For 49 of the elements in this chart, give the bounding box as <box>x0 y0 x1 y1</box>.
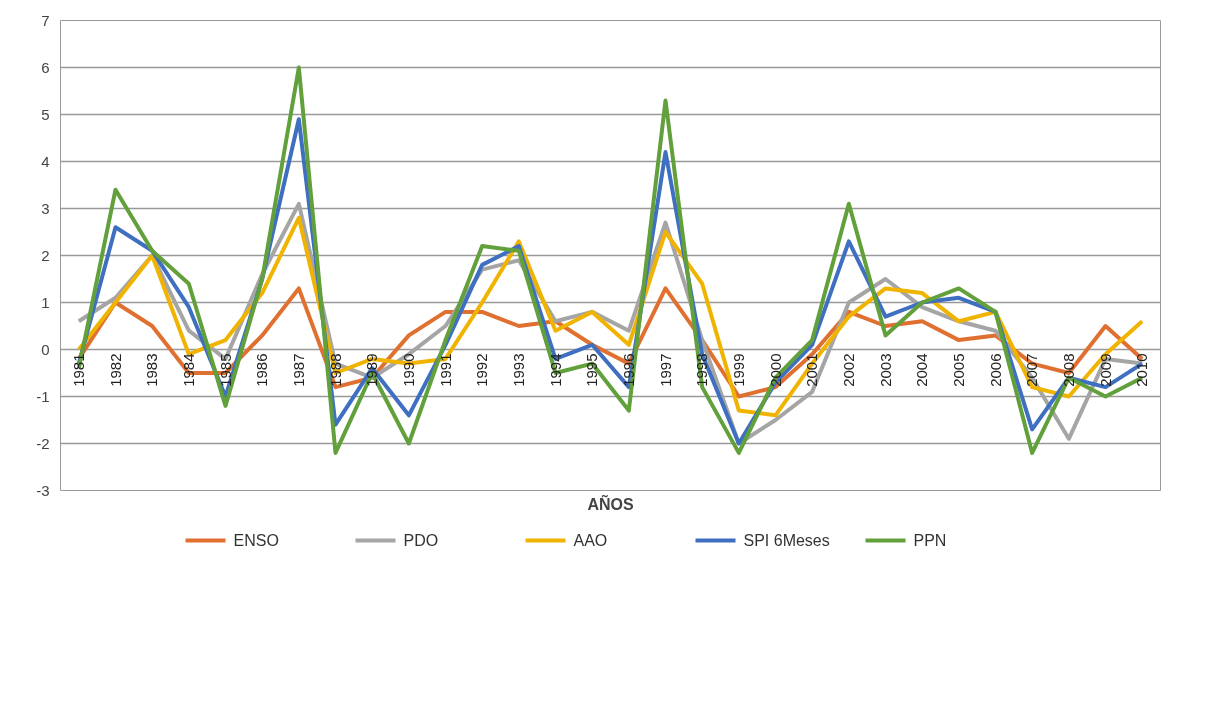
x-tick-label: 1990 <box>399 353 417 387</box>
y-tick-label: -3 <box>36 481 50 499</box>
x-tick-label: 2006 <box>986 353 1004 387</box>
x-tick-label: 1985 <box>216 353 234 387</box>
x-tick-label: 1992 <box>473 353 491 387</box>
x-tick-label: 2009 <box>1096 353 1114 387</box>
y-tick-label: 6 <box>41 58 50 76</box>
legend-label: AAO <box>573 532 608 549</box>
x-tick-label: 2000 <box>766 353 784 387</box>
legend-label: ENSO <box>233 532 279 549</box>
x-axis-title: AÑOS <box>587 493 634 513</box>
line-series <box>76 215 1145 418</box>
x-tick-label: 1995 <box>583 353 601 387</box>
x-tick-label: 1981 <box>69 353 87 387</box>
legend-label: PPN <box>913 532 947 549</box>
x-tick-label: 2007 <box>1023 353 1041 387</box>
x-tick-label: 2001 <box>803 353 821 387</box>
y-tick-label: -1 <box>36 387 50 405</box>
x-tick-label: 2010 <box>1133 353 1151 387</box>
y-tick-label: 2 <box>41 246 50 264</box>
x-tick-label: 1991 <box>436 353 454 387</box>
y-tick-label: 3 <box>41 199 50 217</box>
legend-label: PDO <box>403 532 439 549</box>
x-tick-label: 1986 <box>253 353 271 387</box>
x-tick-label: 1993 <box>509 353 527 387</box>
legend-label: SPI 6Meses <box>743 532 830 549</box>
y-tick-label: 4 <box>41 152 50 170</box>
x-tick-label: 1996 <box>619 353 637 387</box>
y-tick-label: -2 <box>36 434 50 452</box>
x-tick-label: 1982 <box>106 353 124 387</box>
x-tick-label: 1983 <box>143 353 161 387</box>
x-tick-label: 1987 <box>289 353 307 387</box>
x-tick-label: 1994 <box>546 353 564 387</box>
x-tick-label: 1998 <box>693 353 711 387</box>
line-series <box>76 65 1145 455</box>
y-tick-label: 1 <box>41 293 50 311</box>
x-tick-label: 2002 <box>839 353 857 387</box>
x-tick-label: 1999 <box>729 353 747 387</box>
y-tick-label: 5 <box>41 105 50 123</box>
x-tick-label: 1989 <box>363 353 381 387</box>
x-tick-label: 1984 <box>179 353 197 387</box>
x-tick-label: 2004 <box>913 353 931 387</box>
y-tick-label: 7 <box>41 11 50 29</box>
x-tick-label: 2003 <box>876 353 894 387</box>
x-tick-label: 1997 <box>656 353 674 387</box>
x-tick-label: 2005 <box>949 353 967 387</box>
x-tick-label: 2008 <box>1059 353 1077 387</box>
y-tick-label: 0 <box>41 340 50 358</box>
x-tick-label: 1988 <box>326 353 344 387</box>
